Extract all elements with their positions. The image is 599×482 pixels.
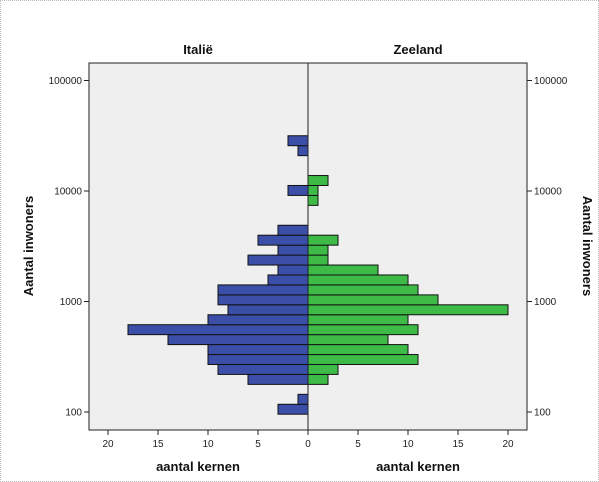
- bar-zeeland: [307, 264, 379, 276]
- bar-italie: [267, 274, 309, 286]
- x-tick-label: 5: [255, 439, 261, 450]
- bar-italie: [247, 254, 309, 266]
- bar-zeeland: [307, 234, 339, 246]
- bar-italie: [207, 314, 309, 326]
- bar-italie: [287, 135, 309, 147]
- bar-italie: [247, 373, 309, 385]
- bar-italie: [277, 244, 309, 256]
- bar-italie: [297, 145, 309, 157]
- bar-zeeland: [307, 363, 339, 375]
- y-tick-label: 100000: [534, 76, 568, 87]
- y-tick-label: 100000: [49, 76, 83, 87]
- bar-italie: [217, 294, 309, 306]
- bar-zeeland: [307, 184, 319, 196]
- x-tick-label: 0: [305, 439, 311, 450]
- x-axis-label-left: aantal kernen: [156, 459, 240, 474]
- bar-italie: [217, 284, 309, 296]
- bar-italie: [217, 363, 309, 375]
- y-tick-label: 100: [534, 408, 551, 419]
- bar-zeeland: [307, 304, 509, 316]
- y-tick-label: 10000: [534, 187, 562, 198]
- y-tick-label: 100: [65, 408, 82, 419]
- x-tick-label: 15: [152, 439, 164, 450]
- bar-italie: [277, 403, 309, 415]
- y-tick-label: 10000: [54, 187, 82, 198]
- bar-italie: [297, 393, 309, 405]
- bar-zeeland: [307, 334, 389, 346]
- bar-zeeland: [307, 314, 409, 326]
- bar-italie: [227, 304, 309, 316]
- bar-zeeland: [307, 274, 409, 286]
- bar-italie: [277, 264, 309, 276]
- bar-zeeland: [307, 294, 439, 306]
- x-tick-label: 5: [355, 439, 361, 450]
- bar-italie: [287, 184, 309, 196]
- x-tick-label: 15: [452, 439, 464, 450]
- bar-zeeland: [307, 244, 329, 256]
- bar-italie: [207, 344, 309, 356]
- bar-zeeland: [307, 194, 319, 206]
- bar-italie: [167, 334, 309, 346]
- x-tick-label: 20: [502, 439, 514, 450]
- x-axis-label-right: aantal kernen: [376, 459, 460, 474]
- bar-zeeland: [307, 344, 409, 356]
- bar-zeeland: [307, 284, 419, 296]
- y-axis-label-left: Aantal inwoners: [21, 196, 36, 296]
- panel-title-left: Italië: [183, 42, 213, 57]
- y-axis-left: 100 1000 10000 100000: [49, 76, 89, 419]
- y-tick-label: 1000: [534, 297, 557, 308]
- bar-zeeland: [307, 324, 419, 336]
- bars-italie: [127, 135, 309, 415]
- x-axis: 20 15 10 5 0 5 10 15 20: [102, 430, 514, 450]
- x-tick-label: 10: [402, 439, 414, 450]
- y-axis-label-right: Aantal inwoners: [580, 196, 595, 296]
- y-tick-label: 1000: [60, 297, 83, 308]
- x-tick-label: 10: [202, 439, 214, 450]
- bar-zeeland: [307, 175, 329, 186]
- bar-zeeland: [307, 354, 419, 365]
- bar-zeeland: [307, 254, 329, 266]
- bar-italie: [207, 354, 309, 365]
- y-axis-right: 100 1000 10000 100000: [527, 76, 568, 419]
- bars-zeeland: [307, 175, 509, 385]
- bar-italie: [277, 224, 309, 236]
- bar-zeeland: [307, 373, 329, 385]
- bar-italie: [257, 234, 309, 246]
- x-tick-label: 20: [102, 439, 114, 450]
- panel-title-right: Zeeland: [393, 42, 442, 57]
- bar-italie: [127, 324, 309, 336]
